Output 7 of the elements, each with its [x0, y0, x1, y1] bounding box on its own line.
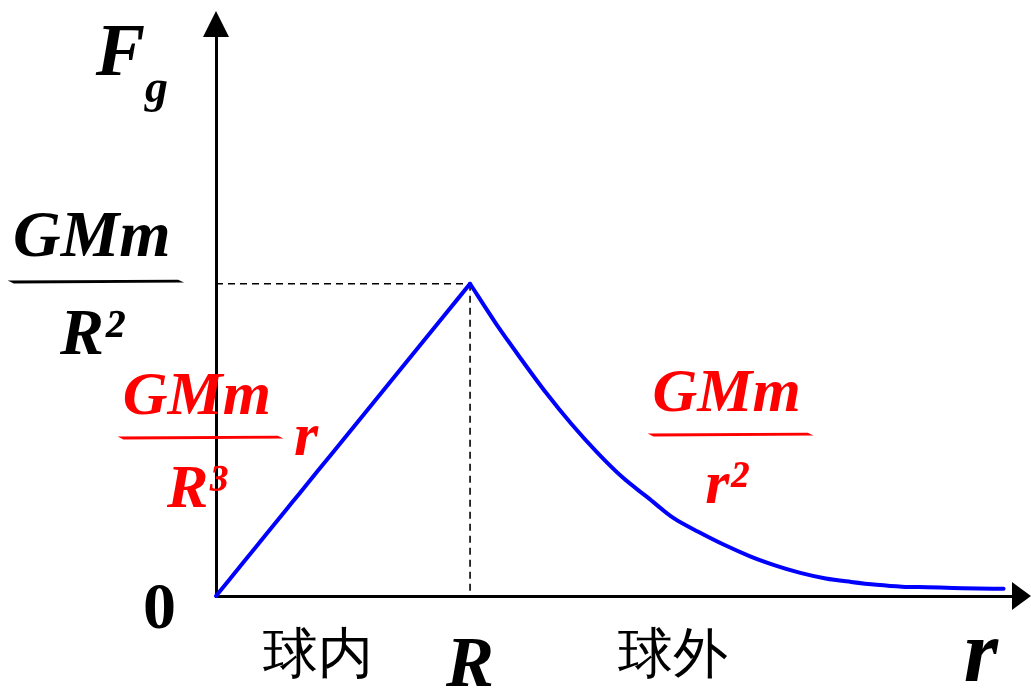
- x-tick-label: R: [445, 621, 495, 693]
- annotation: GMm/R²: [0, 197, 225, 369]
- x-axis-title: r: [963, 603, 999, 693]
- x-tick-label: 球外: [618, 622, 729, 685]
- x-tick-label: 球内: [262, 622, 373, 685]
- text: 0: [143, 568, 176, 642]
- series-label: GMm/r²: [604, 355, 852, 517]
